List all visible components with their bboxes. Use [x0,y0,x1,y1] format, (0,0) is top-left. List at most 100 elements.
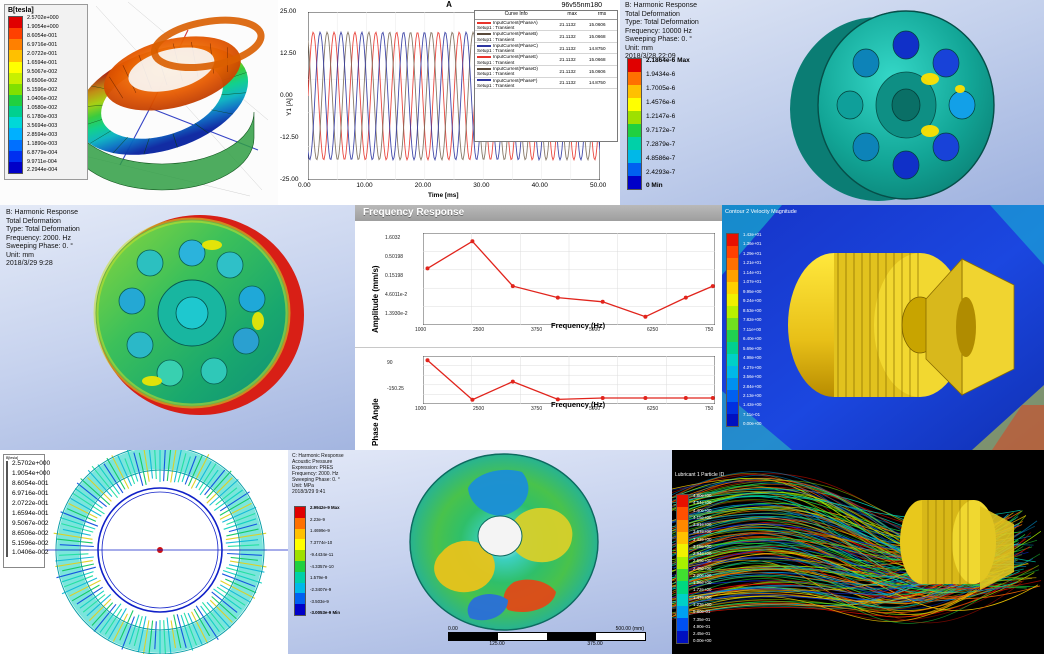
legend-value: 1.1890e-003 [27,142,59,147]
legend-value: 4.98e+00 [743,356,761,360]
phase-x-tick: 3750 [531,406,542,412]
legend-rms: 15.0668 [587,54,617,66]
legend-value: 8.53e+00 [743,309,761,313]
legend-value: -9.4434e-11 [310,553,340,557]
acoustic-header: C: Harmonic Response Acoustic Pressure E… [292,453,344,495]
legend-value: 4.80e+00 [693,494,711,498]
legend-value: -3.0053e-9 Min [310,611,340,615]
series-color-swatch [477,79,491,81]
cfd-contour-title: Contour 2 Velocity Magnitude [725,209,797,216]
screenshot-collage: B[tesla] 2.5702e+000 1.9054e+000 8.6054e-0… [0,0,1044,654]
legend-value: 1.9054e+000 [12,471,50,478]
flux-color-bar [6,461,8,557]
legend-value: 9.80e-01 [693,610,711,614]
legend-value: 7.82e+00 [743,318,761,322]
legend-series-name: InputCurrent(PhaseC) Setup1 : Transient [475,42,557,54]
panel-input-current-chart: A 96v55nm180 25.00 12.50 0.00 -12.50 -25.00 … [278,0,621,205]
phase-x-tick: 6250 [647,406,658,412]
acoustic-scale-t2: 375.00 [546,641,644,647]
legend-value: 9.24e+00 [743,299,761,303]
legend-value: 3.42e+00 [693,538,711,542]
cfd-legend: 1.42e+01 1.36e+01 1.29e+01 1.21e+01 1.14e+01… [726,233,761,427]
cfd-legend-values: 1.42e+01 1.36e+01 1.29e+01 1.21e+01 1.14e+01… [743,233,761,427]
legend-value: 4.15e+00 [693,516,711,520]
panel-harmonic-response-2000hz: B: Harmonic Response Total Deformation T… [0,205,355,450]
legend-series-name: InputCurrent(PhaseD) Setup1 : Transient [475,66,557,78]
legend-value: 8.6506e-002 [12,531,50,538]
legend-value: 2.84e+00 [743,385,761,389]
legend-value: 7.11e-01 [743,413,761,417]
amplitude-y-tick: 1.3930e-2 [385,311,408,317]
h10-color-bar [627,58,642,190]
series-color-swatch [477,33,491,35]
legend-rms: 15.0606 [587,66,617,78]
cfd-color-bar [726,233,739,427]
legend-value: 4.40e+00 [693,509,711,513]
legend-value: 2.45e-01 [693,632,711,636]
acoustic-scale-bar: 0.00 500.00 (mm) 125.00 375.00 [448,626,648,647]
legend-value: 7.3774e-10 [310,541,340,545]
legend-max: 21.1132 [557,66,587,78]
legend-max: 21.1132 [557,31,587,43]
legend-value: 6.8779e-004 [27,151,59,156]
current-x-tick: 20.00 [415,182,431,189]
legend-value: 1.6594e-001 [27,61,59,66]
legend-max: 21.1132 [557,42,587,54]
legend-series-name: InputCurrent(PhaseA) Setup1 : Transient [475,19,557,31]
legend-value: 3.18e+00 [693,545,711,549]
legend-value: 2.20e+00 [693,574,711,578]
particle-color-bar [676,494,689,644]
legend-series-name: InputCurrent(PhaseF) Setup1 : Transient [475,77,557,89]
legend-value: 6.40e+00 [743,337,761,341]
legend-value: 2.0722e-001 [12,501,50,508]
current-x-tick: 40.00 [532,182,548,189]
legend-value: -2.3407e-9 [310,588,340,592]
legend-value: 2.45e+00 [693,567,711,571]
panel-harmonic-response-10000hz: B: Harmonic Response Total Deformation T… [620,0,1044,205]
h10-header: B: Harmonic Response Total Deformation T… [625,2,699,62]
legend-value: 4.90e-01 [693,625,711,629]
amplitude-x-tick: 750 [705,327,713,333]
legend-value: 1.72e+00 [693,588,711,592]
legend-value: 5.69e+00 [743,347,761,351]
amplitude-y-tick: 0.15198 [385,273,403,279]
legend-value: 2.69e+00 [693,559,711,563]
legend-value: 1.29e+01 [743,252,761,256]
legend-value: 1.36e+01 [743,242,761,246]
flux-legend-values: 2.5702e+000 1.9054e+000 8.6054e-001 6.9716e… [12,461,50,557]
legend-value: 1.47e+00 [693,596,711,600]
phase-x-tick: 750 [705,406,713,412]
legend-value: 8.6054e-001 [12,481,50,488]
particle-legend-values: 4.80e+00 4.54e+00 4.40e+00 4.15e+00 3.91e+00… [693,494,711,644]
phase-plot [423,356,715,404]
legend-value: 2.5702e+000 [12,461,50,468]
legend-max: 21.1132 [557,77,587,89]
legend-value: 1.4576e-6 [646,100,690,107]
panel-particle-streamlines: Lubricant 1 Particle ID 4.80e+00 4.54e+00… [672,450,1044,654]
phase-y-tick: -150.25 [387,386,404,392]
legend-value: 1.9054e+000 [27,25,59,30]
legend-max: 21.1132 [557,54,587,66]
legend-max: 21.1132 [557,19,587,31]
panel-cfd-velocity-contour: Contour 2 Velocity Magnitude 1.42e+01 1.3… [722,205,1044,450]
legend-value: 2.5702e+000 [27,16,59,21]
legend-value: 4.54e+00 [693,501,711,505]
legend-value: 1.7005e-6 [646,86,690,93]
frequency-response-title: Frequency Response [355,205,722,221]
current-y-tick: -25.00 [280,176,298,183]
acoustic-model-view [288,450,672,654]
amplitude-x-tick: 6250 [647,327,658,333]
acoustic-scale-t1: 125.00 [448,641,546,647]
legend-value: 1.42e+00 [743,403,761,407]
legend-rms: 15.0606 [587,19,617,31]
amplitude-y-label: Amplitude (mm/s) [371,265,380,333]
panel-acoustic-pressure: C: Harmonic Response Acoustic Pressure E… [288,450,672,654]
legend-value: 9.5067e-002 [27,70,59,75]
current-legend-table: Curve Info max rms InputCurrent(PhaseA) Set… [474,10,618,142]
legend-value: 6.1780e-003 [27,115,59,120]
particle-legend-title: Lubricant 1 Particle ID [675,472,724,479]
legend-value: 9.7172e-7 [646,128,690,135]
legend-value: 2.94e+00 [693,552,711,556]
legend-value: 7.2879e-7 [646,142,690,149]
legend-value: 6.9716e-001 [12,491,50,498]
